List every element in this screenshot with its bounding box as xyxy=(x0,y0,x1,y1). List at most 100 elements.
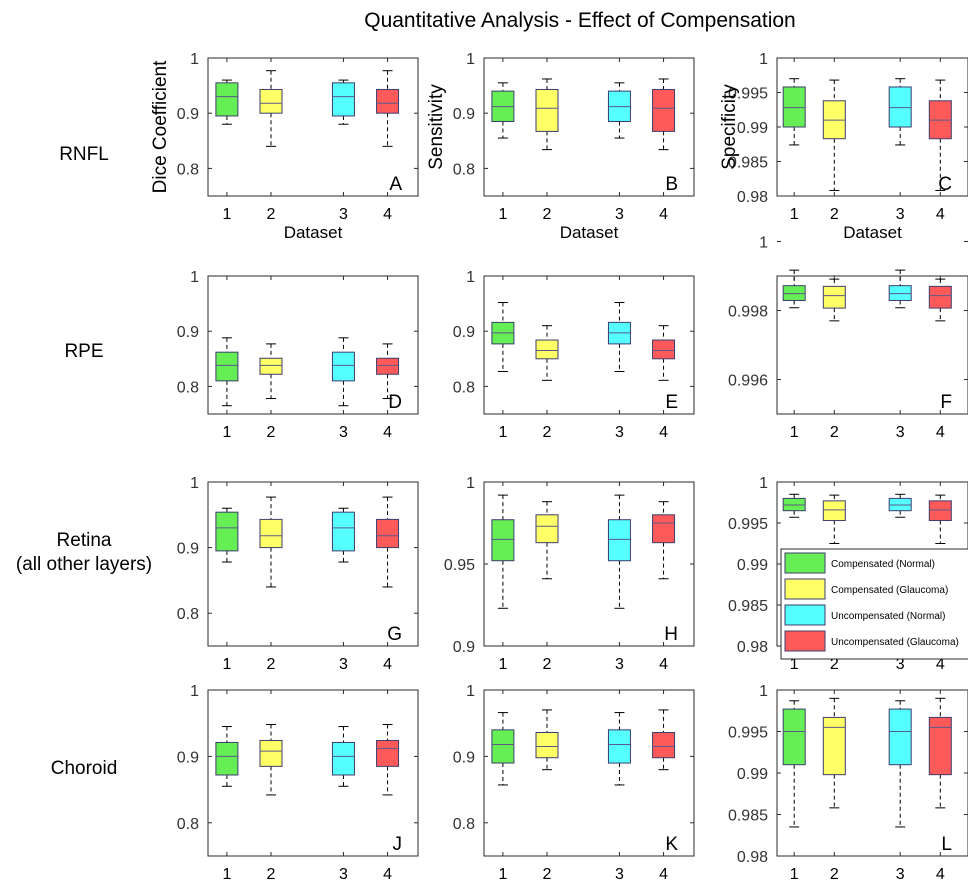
y-tick-label: 0.9 xyxy=(453,106,475,123)
legend-swatch xyxy=(784,630,826,652)
y-axis-label: Dice Coefficient xyxy=(150,60,171,193)
x-tick-label: 1 xyxy=(498,866,507,880)
box-dataset-3 xyxy=(331,337,355,407)
x-tick-label: 2 xyxy=(543,866,552,880)
y-tick-label: 0.985 xyxy=(728,808,768,825)
x-tick-label: 1 xyxy=(222,866,231,880)
y-tick-label: 0.985 xyxy=(728,598,768,615)
panel-L: 1 0.995 0.99 0.985 0.98 1 2 3 4 L xyxy=(728,683,968,880)
box-dataset-3 xyxy=(331,726,355,787)
box-iqr xyxy=(652,514,676,544)
x-tick-label: 1 xyxy=(498,206,507,223)
box-dataset-3 xyxy=(888,700,912,828)
x-tick-label: 2 xyxy=(830,656,839,673)
box-dataset-1 xyxy=(782,493,806,518)
panels: 1 0.9 0.8 1 2 3 4 A Dice Coefficient Dataset 1 0.9 0… xyxy=(150,51,968,880)
y-tick-label: 1 xyxy=(190,51,199,68)
box-iqr xyxy=(888,285,912,301)
box-iqr xyxy=(782,285,806,301)
axes-frame xyxy=(207,689,419,857)
box-dataset-2 xyxy=(259,496,283,588)
panel-letter: J xyxy=(393,834,403,855)
box-iqr xyxy=(491,729,515,764)
y-tick-label: 0.99 xyxy=(737,766,768,783)
box-iqr xyxy=(259,739,283,767)
x-tick-label: 3 xyxy=(615,866,624,880)
box-iqr xyxy=(782,708,806,766)
box-dataset-3 xyxy=(331,79,355,125)
x-tick-label: 2 xyxy=(830,206,839,223)
y-tick-label: 0.995 xyxy=(728,516,768,533)
y-tick-label: 0.996 xyxy=(728,373,768,390)
y-tick-label: 1 xyxy=(190,683,199,700)
panel-letter: H xyxy=(664,624,678,645)
box-iqr xyxy=(376,739,400,767)
box-dataset-2 xyxy=(259,70,283,147)
x-tick-label: 3 xyxy=(339,656,348,673)
box-iqr xyxy=(928,716,952,776)
y-tick-label: 0.9 xyxy=(177,541,199,558)
legend-swatch xyxy=(784,578,826,600)
x-tick-label: 3 xyxy=(339,866,348,880)
box-dataset-3 xyxy=(607,494,631,609)
y-tick-label: 0.8 xyxy=(177,606,199,623)
panel-H: 1 0.95 0.9 1 2 3 4 H xyxy=(444,475,695,673)
box-dataset-2 xyxy=(535,709,559,771)
box-dataset-2 xyxy=(822,494,846,544)
x-tick-label: 2 xyxy=(267,656,276,673)
y-tick-label: 0.8 xyxy=(453,161,475,178)
legend-swatch xyxy=(784,604,826,626)
box-iqr xyxy=(491,519,515,562)
x-tick-label: 2 xyxy=(267,424,276,441)
y-tick-label: 0.995 xyxy=(728,86,768,103)
x-tick-label: 2 xyxy=(267,866,276,880)
x-tick-label: 3 xyxy=(896,424,905,441)
x-axis-label: Dataset xyxy=(560,223,619,242)
panel-letter: B xyxy=(665,174,678,195)
panel-D: 1 0.9 0.8 1 2 3 4 D xyxy=(177,269,419,441)
y-tick-label: 0.98 xyxy=(737,849,768,866)
x-axis-label: Dataset xyxy=(843,223,902,242)
panel-letter: G xyxy=(387,624,402,645)
box-dataset-1 xyxy=(782,269,806,309)
box-dataset-4 xyxy=(928,79,952,191)
box-dataset-3 xyxy=(888,493,912,518)
x-tick-label: 2 xyxy=(830,424,839,441)
y-tick-label: 1 xyxy=(190,475,199,492)
x-tick-label: 1 xyxy=(222,424,231,441)
x-tick-label: 4 xyxy=(936,424,945,441)
box-dataset-1 xyxy=(782,700,806,828)
x-tick-label: 2 xyxy=(267,206,276,223)
y-tick-label: 1 xyxy=(466,475,475,492)
x-tick-label: 1 xyxy=(790,424,799,441)
y-tick-label: 0.985 xyxy=(728,155,768,172)
y-tick-label: 0.99 xyxy=(737,557,768,574)
x-tick-label: 4 xyxy=(383,866,392,880)
box-iqr xyxy=(259,357,283,375)
box-iqr xyxy=(652,731,676,759)
box-iqr xyxy=(535,514,559,544)
box-dataset-4 xyxy=(376,343,400,400)
box-dataset-2 xyxy=(535,325,559,381)
panel-K: 1 0.9 0.8 1 2 3 4 K xyxy=(453,683,695,880)
y-tick-label: 1 xyxy=(466,683,475,700)
y-tick-label: 0.8 xyxy=(177,816,199,833)
axes-frame xyxy=(207,275,419,415)
x-tick-label: 3 xyxy=(896,656,905,673)
box-dataset-1 xyxy=(782,78,806,146)
box-dataset-4 xyxy=(652,709,676,771)
panel-A: 1 0.9 0.8 1 2 3 4 A Dice Coefficient Dataset xyxy=(150,51,419,242)
panel-letter: A xyxy=(389,174,402,195)
box-dataset-3 xyxy=(888,78,912,146)
box-dataset-1 xyxy=(491,301,515,372)
y-tick-label: 1 xyxy=(466,51,475,68)
x-tick-label: 1 xyxy=(222,656,231,673)
x-tick-label: 1 xyxy=(222,206,231,223)
legend-entry: Uncompensated (Normal) xyxy=(831,611,946,622)
y-tick-label: 1 xyxy=(759,475,768,492)
box-iqr xyxy=(376,518,400,549)
box-iqr xyxy=(822,716,846,776)
box-dataset-3 xyxy=(331,507,355,563)
row-label: (all other layers) xyxy=(16,554,152,575)
